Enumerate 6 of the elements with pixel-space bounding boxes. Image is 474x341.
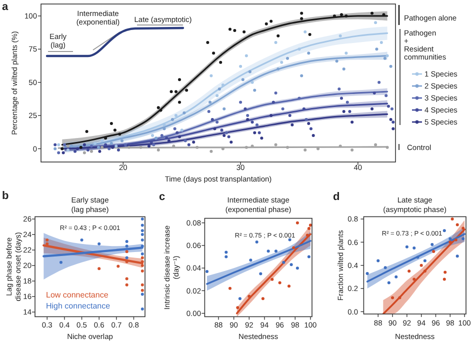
text: Low connectance bbox=[46, 290, 109, 300]
text: b bbox=[2, 190, 9, 202]
text: a bbox=[2, 1, 9, 13]
text: High connectance bbox=[46, 302, 111, 310]
text: d bbox=[333, 191, 340, 203]
text: c bbox=[159, 191, 166, 203]
